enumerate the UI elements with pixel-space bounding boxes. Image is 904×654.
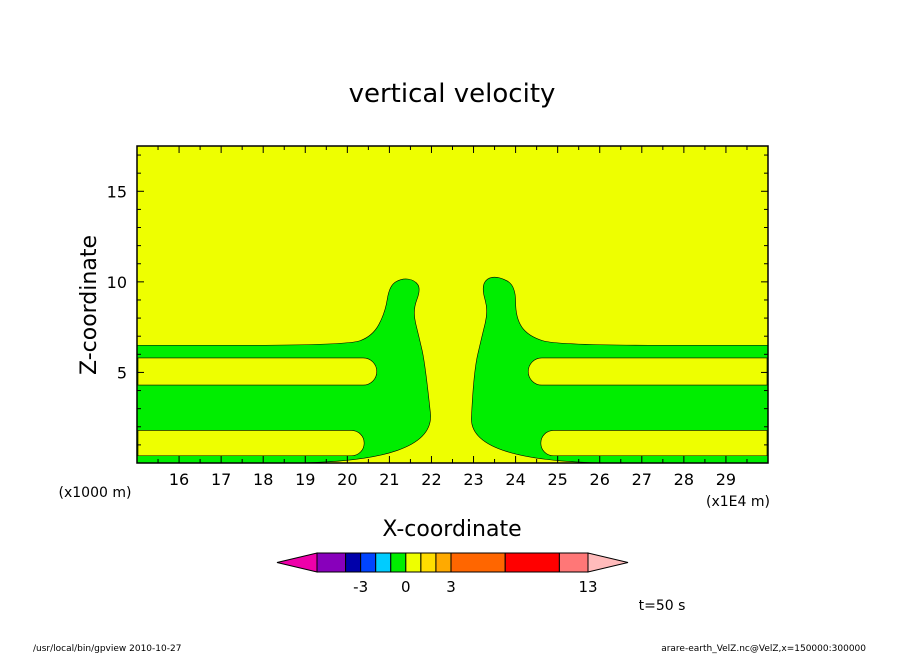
x-tick-label: 16 bbox=[169, 470, 189, 489]
colorbar-tick-label: 0 bbox=[401, 578, 411, 596]
colorbar-swatch bbox=[375, 552, 392, 573]
y-tick-label: 15 bbox=[107, 182, 127, 201]
colorbar-swatch bbox=[345, 552, 362, 573]
x-tick-label: 18 bbox=[253, 470, 273, 489]
yellow-tongue-0 bbox=[137, 357, 378, 386]
colorbar-swatch bbox=[360, 552, 377, 573]
footer-left: /usr/local/bin/gpview 2010-10-27 bbox=[33, 644, 181, 654]
colorbar-low-arrow bbox=[276, 552, 318, 573]
time-label: t=50 s bbox=[639, 598, 686, 614]
y-axis-label: Z-coordinate bbox=[77, 235, 102, 375]
colorbar-swatch bbox=[435, 552, 452, 573]
x-axis-label: X-coordinate bbox=[382, 517, 521, 542]
colorbar-labels: -3 0 3 13 bbox=[353, 578, 597, 596]
x-tick-label: 29 bbox=[716, 470, 736, 489]
plot-area bbox=[136, 145, 769, 464]
colorbar-swatch bbox=[420, 552, 437, 573]
x-tick-label: 19 bbox=[295, 470, 315, 489]
yellow-tongue-2 bbox=[527, 357, 768, 386]
colorbar-swatch bbox=[316, 552, 347, 573]
x-tick-label: 25 bbox=[547, 470, 567, 489]
axis-ticks bbox=[136, 146, 769, 464]
x-tick-label: 23 bbox=[463, 470, 483, 489]
colorbar-swatch bbox=[450, 552, 506, 573]
chart-title: vertical velocity bbox=[349, 79, 556, 109]
x-tick-label: 20 bbox=[337, 470, 357, 489]
x-tick-label: 22 bbox=[421, 470, 441, 489]
y-tick-labels: 5 10 15 bbox=[107, 182, 127, 382]
x-tick-label: 28 bbox=[674, 470, 694, 489]
y-unit-label: (x1000 m) bbox=[59, 485, 132, 501]
x-tick-label: 27 bbox=[632, 470, 652, 489]
contour-tongues bbox=[137, 357, 768, 457]
colorbar-swatch bbox=[390, 552, 407, 573]
x-tick-label: 26 bbox=[590, 470, 610, 489]
colorbar-swatch bbox=[504, 552, 560, 573]
yellow-tongue-1 bbox=[137, 430, 365, 457]
colorbar-tick-label: 13 bbox=[578, 578, 597, 596]
x-tick-label: 21 bbox=[379, 470, 399, 489]
footer-right: arare-earth_VelZ.nc@VelZ,x=150000:300000 bbox=[661, 644, 866, 654]
x-tick-label: 24 bbox=[505, 470, 525, 489]
colorbar-swatch bbox=[405, 552, 422, 573]
x-unit-label: (x1E4 m) bbox=[706, 494, 770, 510]
colorbar-tick-label: 3 bbox=[446, 578, 456, 596]
x-tick-label: 17 bbox=[211, 470, 231, 489]
colorbar-tick-label: -3 bbox=[353, 578, 368, 596]
x-tick-labels: 16 17 18 19 20 21 22 23 24 25 26 27 28 29 bbox=[169, 470, 736, 489]
colorbar-swatch bbox=[558, 552, 589, 573]
yellow-tongue-3 bbox=[540, 430, 768, 457]
colorbar bbox=[276, 552, 629, 573]
y-tick-label: 10 bbox=[107, 273, 127, 292]
y-tick-label: 5 bbox=[117, 363, 127, 382]
colorbar-high-arrow bbox=[587, 552, 629, 573]
